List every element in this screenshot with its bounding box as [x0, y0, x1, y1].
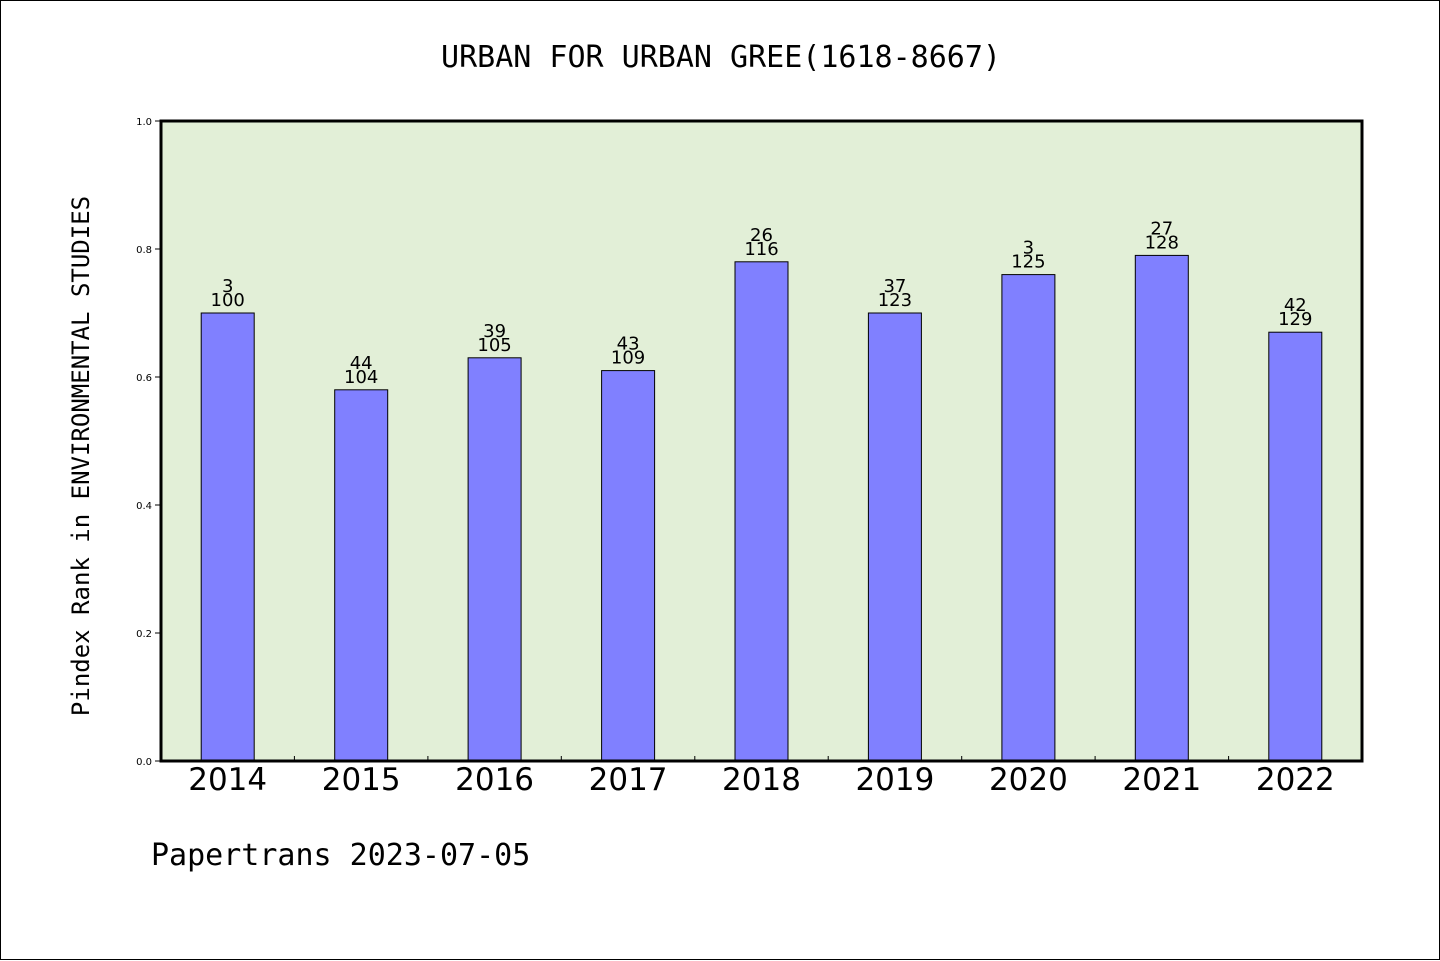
y-tick-label-0.8: 0.8	[136, 245, 152, 256]
x-tick-label-2016: 2016	[455, 762, 534, 798]
bar-rank-label-2016: 39	[483, 321, 506, 342]
bar-rank-label-2014: 3	[222, 276, 233, 297]
x-tick-label-2018: 2018	[722, 762, 801, 798]
bar-rank-label-2019: 37	[883, 276, 906, 297]
bar-rank-label-2021: 27	[1150, 218, 1173, 239]
bars-group	[200, 254, 1323, 762]
x-tick-label-2020: 2020	[989, 762, 1068, 798]
y-tick-label-0.6: 0.6	[136, 373, 152, 384]
y-tick-label-0.2: 0.2	[136, 629, 152, 640]
x-axis-ticks: 2014 2015 2016 2017 2018 2019 2020 2021 2022	[188, 756, 1335, 798]
bar-total-label-2020: 125	[1011, 252, 1045, 273]
bar-2015	[334, 389, 389, 762]
y-tick-label-0.4: 0.4	[136, 501, 152, 512]
x-tick-label-2015: 2015	[322, 762, 401, 798]
bar-total-label-2017: 109	[611, 348, 645, 369]
bar-2020	[1001, 274, 1056, 762]
bar-rank-label-2020: 3	[1023, 238, 1034, 259]
bar-rank-label-2017: 43	[617, 334, 640, 355]
bar-2017	[601, 370, 656, 762]
x-tick-label-2019: 2019	[855, 762, 934, 798]
y-axis-label: Pindex Rank in ENVIRONMENTAL STUDIES	[67, 196, 95, 716]
x-tick-label-2017: 2017	[589, 762, 668, 798]
y-tick-label-0.0: 0.0	[136, 757, 152, 768]
bar-rank-label-2022: 42	[1284, 295, 1307, 316]
bar-2016	[467, 357, 522, 762]
x-tick-label-2022: 2022	[1256, 762, 1335, 798]
bar-total-label-2014: 100	[211, 290, 245, 311]
chart-title: URBAN FOR URBAN GREE(1618-8667)	[441, 40, 1001, 75]
bar-total-label-2021: 128	[1145, 232, 1179, 253]
bar-total-label-2016: 105	[477, 335, 511, 356]
bar-2018	[734, 261, 789, 762]
bar-total-label-2015: 104	[344, 367, 378, 388]
bar-total-label-2022: 129	[1278, 309, 1312, 330]
plot-frame	[159, 119, 1364, 763]
bar-2019	[867, 312, 922, 762]
footer-credit: Papertrans 2023-07-05	[151, 838, 530, 873]
bar-2022	[1268, 331, 1323, 762]
bar-2014	[200, 312, 255, 762]
bar-rank-label-2018: 26	[750, 225, 773, 246]
bar-total-label-2018: 116	[744, 239, 778, 260]
bar-2021	[1134, 254, 1189, 762]
y-axis-ticks: 0.0 0.2 0.4 0.6 0.8 1.0	[136, 117, 161, 768]
x-tick-label-2021: 2021	[1122, 762, 1201, 798]
bar-total-label-2019: 123	[878, 290, 912, 311]
y-tick-label-1.0: 1.0	[136, 117, 152, 128]
bar-rank-label-2015: 44	[350, 353, 373, 374]
x-tick-label-2014: 2014	[188, 762, 267, 798]
